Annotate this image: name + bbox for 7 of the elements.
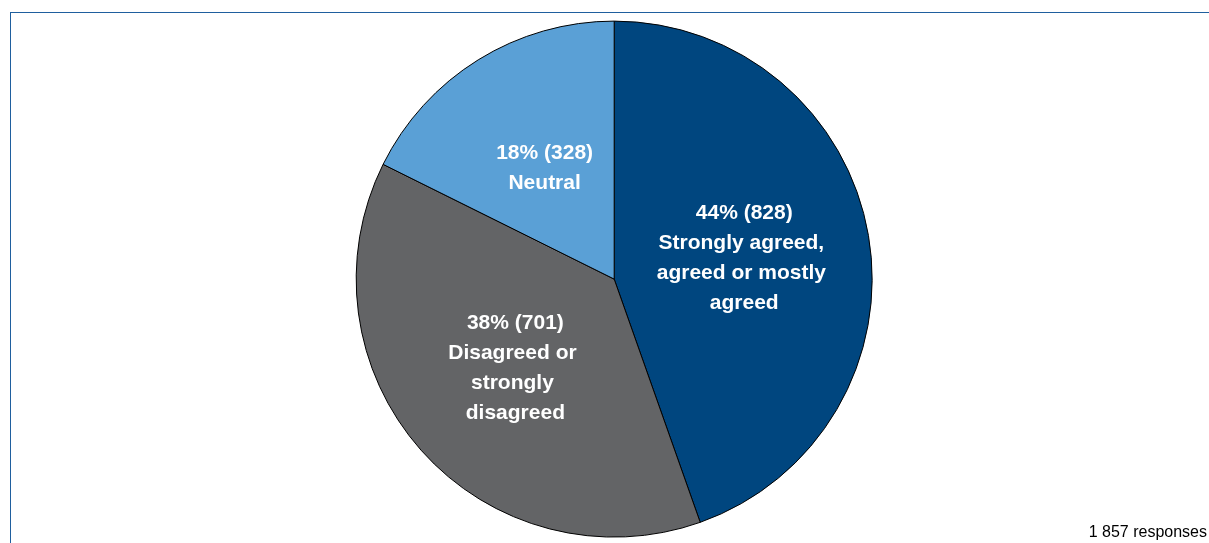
data-label: 44% (828) (695, 200, 793, 224)
data-label: 18% (328) (496, 140, 594, 164)
text: 1 857 responses (1088, 522, 1208, 540)
slice-label: Neutral (508, 170, 581, 194)
data-label: 38% (701) (466, 310, 564, 334)
slice-label: Disagreed or strongly disagreed (448, 340, 583, 424)
slice-label: Strongly agreed, agreed or mostly agreed (656, 230, 832, 314)
